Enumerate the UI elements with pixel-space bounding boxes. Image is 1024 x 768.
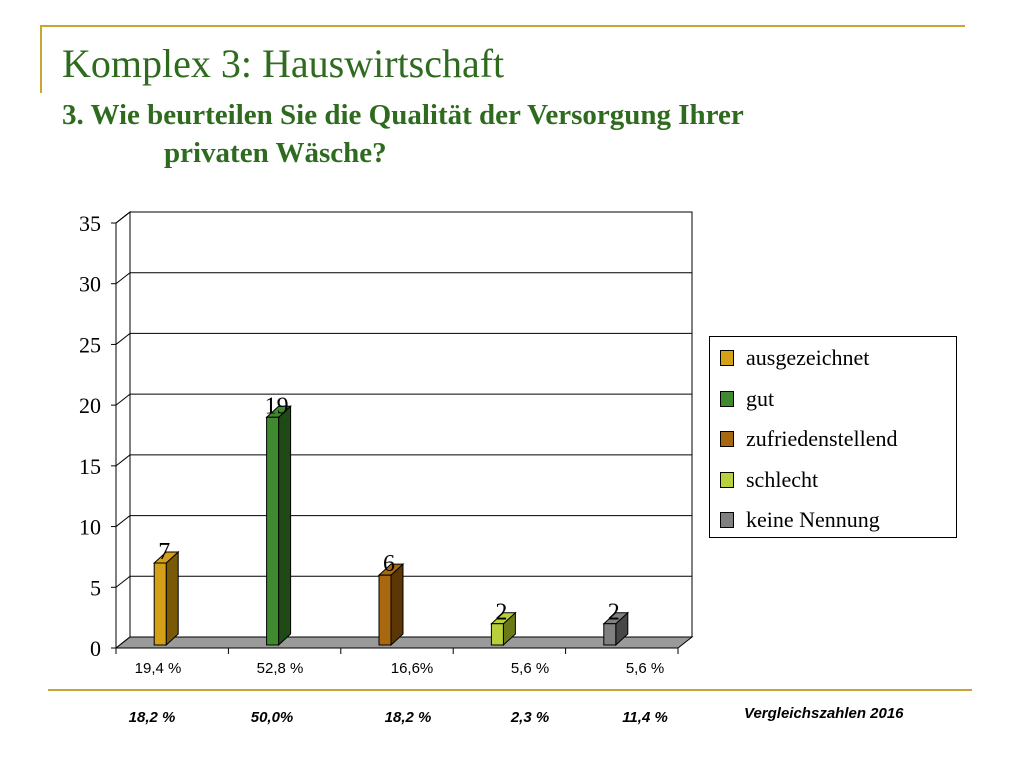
- data-label: 2: [495, 600, 507, 626]
- percent-label: 16,6%: [390, 660, 434, 677]
- gridline-side: [115, 454, 131, 467]
- legend-label: ausgezeichnet: [746, 345, 870, 370]
- top-accent-line: [40, 25, 965, 27]
- comparison-note: Vergleichszahlen 2016: [744, 705, 904, 722]
- subtitle-line-2: privaten Wäsche?: [164, 137, 387, 169]
- comparison-label: 50,0%: [250, 709, 294, 726]
- gridline-side: [115, 393, 131, 406]
- gridline-side: [115, 333, 131, 345]
- y-tick-label: 20: [79, 393, 101, 418]
- y-tick-label: 35: [79, 211, 101, 236]
- bar-side: [278, 405, 292, 647]
- chart-legend: ausgezeichnet gut zufriedenstellend schlech…: [709, 336, 957, 538]
- y-tick-label: 10: [79, 515, 101, 540]
- percent-label: 5,6 %: [510, 660, 550, 677]
- bar: [266, 416, 280, 646]
- legend-label: zufriedenstellend: [746, 426, 898, 451]
- page-title: Komplex 3: Hauswirtschaft: [62, 41, 505, 86]
- legend-label: gut: [746, 385, 775, 411]
- legend-item: zufriedenstellend: [720, 424, 898, 454]
- bar-side: [165, 550, 179, 647]
- legend-swatch: [720, 350, 734, 366]
- legend-item: schlecht: [720, 465, 818, 495]
- comparison-label: 18,2 %: [384, 709, 432, 726]
- gridline-side: [115, 211, 131, 224]
- data-label: 2: [608, 600, 620, 626]
- left-accent-line: [40, 25, 42, 93]
- legend-item: keine Nennung: [720, 505, 880, 535]
- gridline-side: [115, 515, 131, 527]
- plot-back-wall: [129, 211, 693, 638]
- percent-label: 19,4 %: [134, 660, 182, 677]
- bottom-accent-line: [48, 689, 972, 691]
- gridlines: [115, 211, 692, 588]
- y-tick-label: 25: [79, 332, 101, 357]
- legend-label: schlecht: [746, 466, 819, 492]
- data-label: 6: [383, 551, 395, 577]
- legend-swatch: [720, 390, 734, 407]
- y-tick-label: 0: [90, 636, 101, 661]
- gridline-side: [115, 575, 131, 588]
- y-tick-label: 30: [79, 272, 101, 297]
- comparison-label: 2,3 %: [510, 709, 550, 726]
- legend-swatch: [720, 431, 734, 447]
- percent-label: 52,8 %: [256, 660, 304, 677]
- question-subtitle: 3. Wie beurteilen Sie die Qualität der V…: [62, 96, 962, 172]
- y-tick-label: 15: [79, 454, 101, 479]
- data-label: 7: [158, 539, 170, 565]
- legend-item: ausgezeichnet: [720, 343, 869, 373]
- legend-swatch: [720, 512, 734, 528]
- legend-swatch: [720, 471, 734, 488]
- bar: [490, 623, 504, 646]
- bar: [603, 623, 617, 646]
- plot-floor: [114, 636, 694, 649]
- data-label: 19: [265, 393, 289, 419]
- gridline-side: [115, 272, 131, 285]
- comparison-label: 11,4 %: [622, 709, 668, 726]
- legend-label: keine Nennung: [746, 507, 880, 532]
- bar: [153, 562, 167, 646]
- legend-item: gut: [720, 384, 774, 414]
- comparison-label: 18,2 %: [128, 709, 176, 726]
- y-tick-label: 5: [90, 575, 101, 600]
- bar: [378, 574, 392, 646]
- percent-label: 5,6 %: [625, 660, 665, 677]
- subtitle-line-1: 3. Wie beurteilen Sie die Qualität der V…: [62, 99, 744, 131]
- plot-side-wall: [115, 210, 131, 650]
